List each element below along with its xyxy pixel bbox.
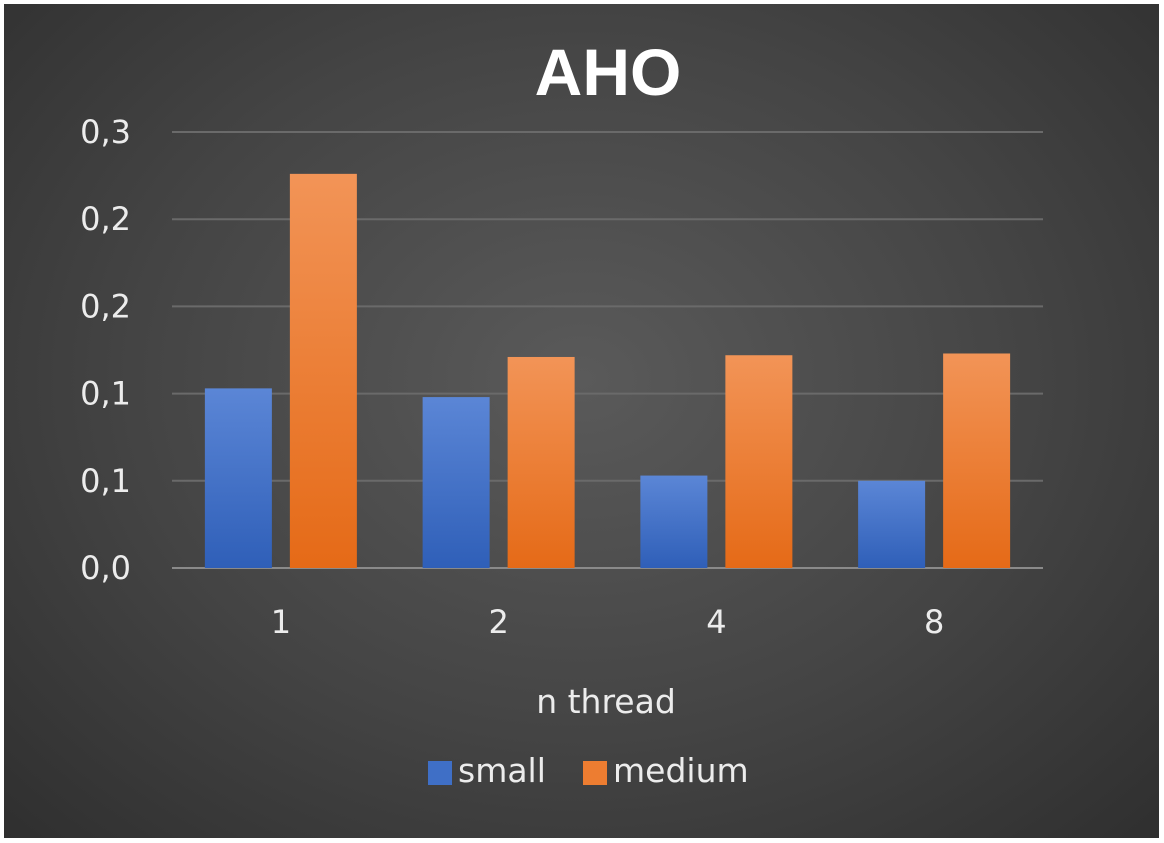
x-axis-label: n thread: [536, 682, 676, 721]
y-tick-label: 0,3: [80, 113, 131, 151]
bar-medium-2: [507, 356, 575, 568]
y-tick-label: 0,2: [80, 287, 131, 325]
x-tick-label: 1: [271, 603, 291, 641]
bar-medium-1: [289, 173, 357, 568]
legend-swatch-small: [428, 761, 452, 785]
bar-small-2: [422, 397, 490, 568]
bar-small-4: [640, 475, 708, 568]
bar-medium-4: [725, 355, 793, 568]
bar-small-1: [204, 388, 272, 568]
y-tick-label: 0,1: [80, 462, 131, 500]
bars: [204, 173, 1011, 568]
bar-medium-8: [943, 353, 1011, 568]
legend-swatch-medium: [583, 761, 607, 785]
x-tick-label: 8: [924, 603, 944, 641]
x-tick-label: 2: [488, 603, 508, 641]
y-axis-ticks: 0,0 0,1 0,1 0,2 0,2 0,3: [80, 113, 131, 587]
x-tick-label: 4: [706, 603, 726, 641]
y-tick-label: 0,1: [80, 375, 131, 413]
y-tick-label: 0,0: [80, 549, 131, 587]
bar-small-8: [858, 480, 926, 568]
legend-label-small: small: [458, 751, 546, 790]
y-tick-label: 0,2: [80, 200, 131, 238]
x-axis-ticks: 1 2 4 8: [271, 603, 945, 641]
chart-title: AHO: [535, 35, 682, 109]
legend-label-medium: medium: [613, 751, 749, 790]
legend: small medium: [428, 751, 749, 790]
